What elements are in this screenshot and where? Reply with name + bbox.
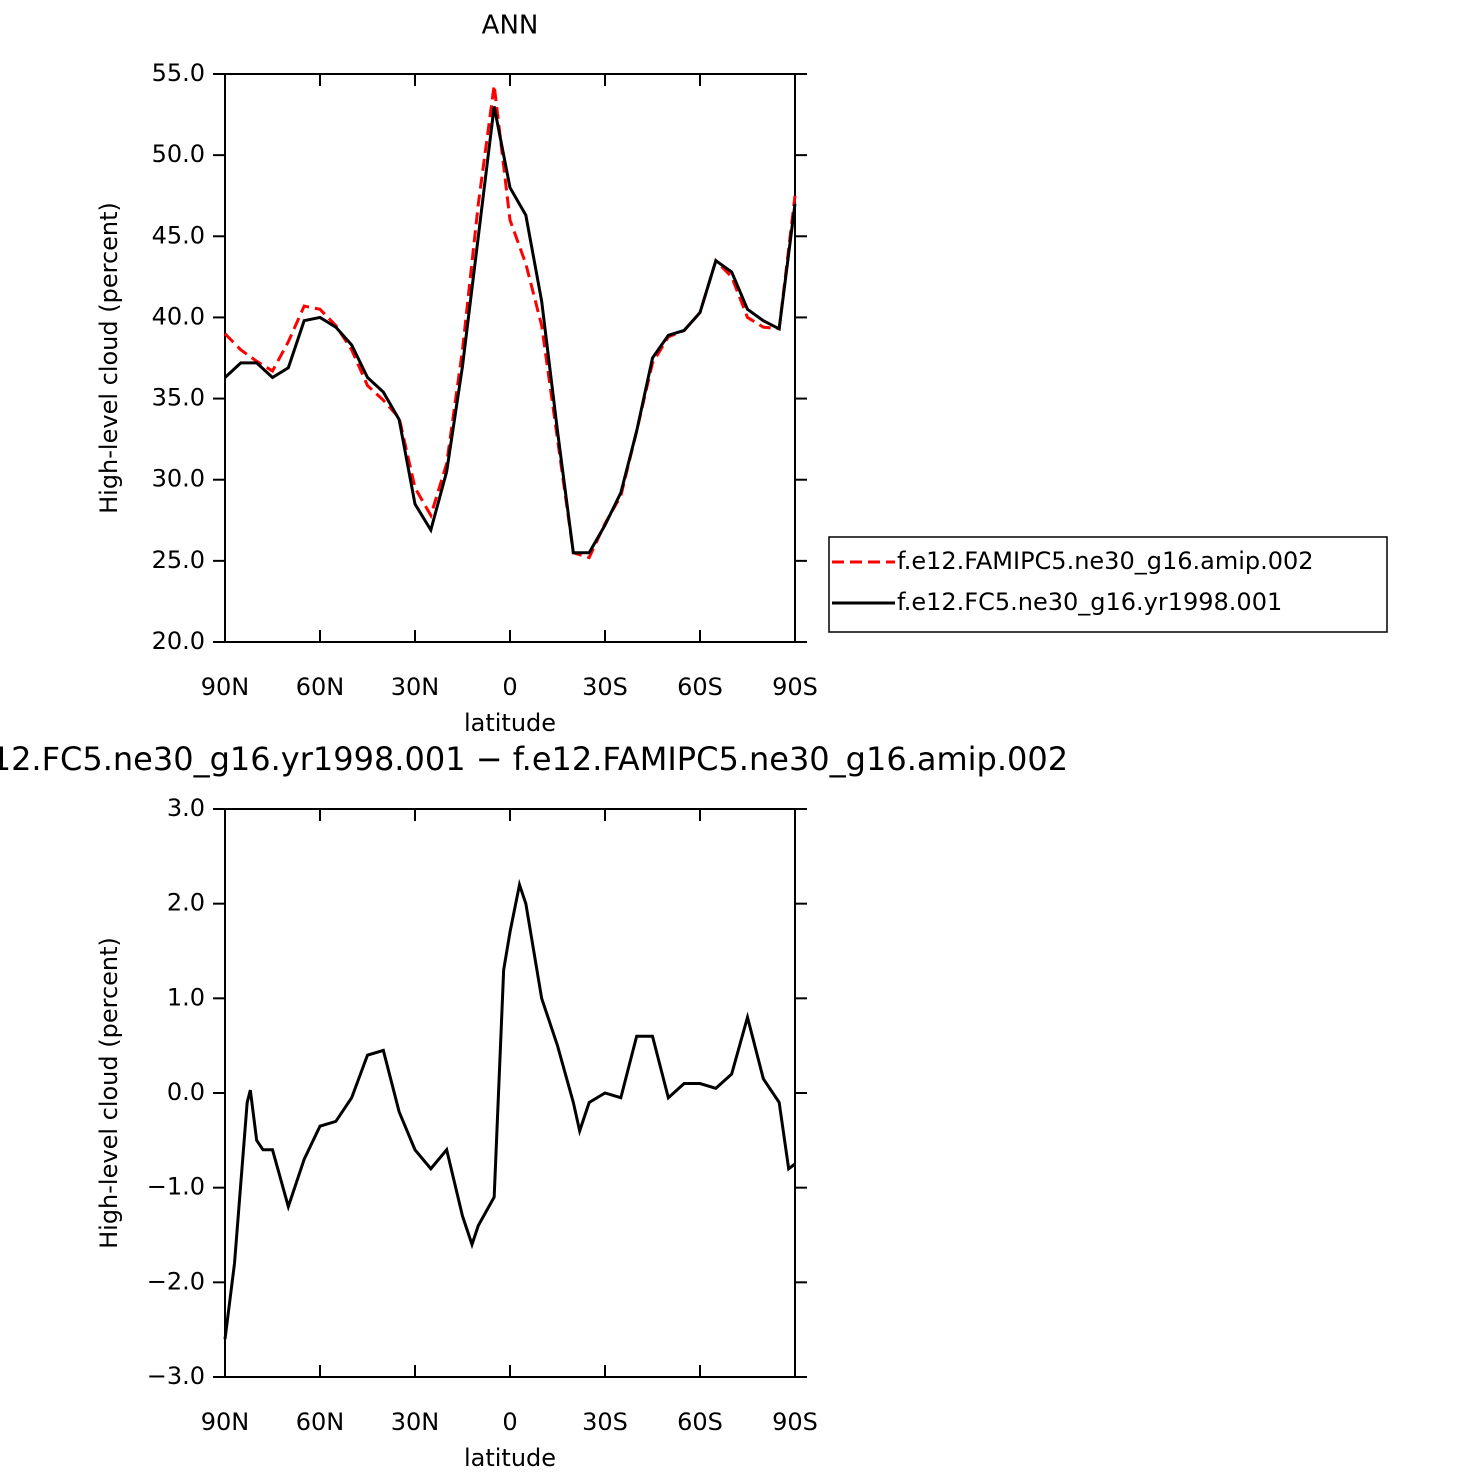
x-tick-label: 30S [582, 1408, 628, 1436]
plot-frame [224, 73, 796, 643]
x-tick-label: 90S [772, 673, 818, 701]
chart-title: ANN [482, 11, 539, 41]
x-tick-label: 90N [201, 1408, 250, 1436]
chart-title: f.e12.FC5.ne30_g16.yr1998.001 − f.e12.FA… [0, 740, 1068, 778]
y-tick-label: 45.0 [152, 221, 205, 249]
x-tick-label: 0 [502, 1408, 517, 1436]
y-tick-label: 0.0 [167, 1078, 205, 1106]
x-tick-label: 60N [296, 1408, 345, 1436]
x-tick-label: 60N [296, 673, 345, 701]
data-line [223, 878, 796, 1340]
y-tick-label: 50.0 [152, 140, 205, 168]
y-tick-label: 55.0 [152, 59, 205, 87]
legend-label: f.e12.FC5.ne30_g16.yr1998.001 [897, 588, 1282, 616]
legend-label: f.e12.FAMIPC5.ne30_g16.amip.002 [897, 547, 1314, 575]
x-tick-label: 90N [201, 673, 250, 701]
y-axis-label: High-level cloud (percent) [95, 202, 123, 514]
y-tick-label: 20.0 [152, 627, 205, 655]
legend-box [828, 536, 1388, 633]
y-tick-label: −3.0 [147, 1362, 205, 1390]
plot-frame [224, 808, 796, 1378]
x-axis-label: latitude [464, 1444, 556, 1472]
x-tick-label: 60S [677, 1408, 723, 1436]
y-tick-label: −2.0 [147, 1267, 205, 1295]
x-tick-label: 0 [502, 673, 517, 701]
y-tick-label: 35.0 [152, 384, 205, 412]
data-line [223, 85, 797, 560]
y-tick-label: 30.0 [152, 465, 205, 493]
x-axis-label: latitude [464, 709, 556, 737]
x-tick-label: 60S [677, 673, 723, 701]
data-line [223, 106, 797, 555]
y-tick-label: 1.0 [167, 983, 205, 1011]
x-tick-label: 30N [391, 1408, 440, 1436]
x-tick-label: 90S [772, 1408, 818, 1436]
y-tick-label: 40.0 [152, 302, 205, 330]
y-tick-label: 3.0 [167, 794, 205, 822]
y-tick-label: 2.0 [167, 889, 205, 917]
y-axis-label: High-level cloud (percent) [95, 937, 123, 1249]
x-tick-label: 30S [582, 673, 628, 701]
y-tick-label: 25.0 [152, 546, 205, 574]
x-tick-label: 30N [391, 673, 440, 701]
y-tick-label: −1.0 [147, 1173, 205, 1201]
